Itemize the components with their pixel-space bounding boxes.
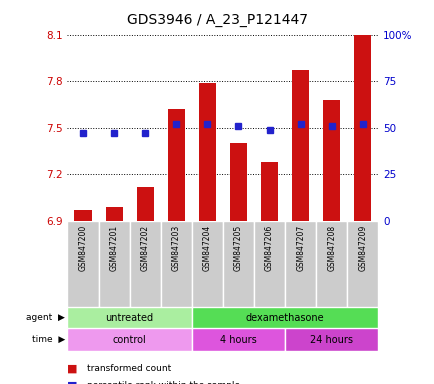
Bar <box>67 307 191 328</box>
Bar <box>98 221 129 307</box>
Text: dexamethasone: dexamethasone <box>245 313 324 323</box>
Bar <box>67 221 98 307</box>
Bar <box>322 100 339 221</box>
Bar <box>222 221 253 307</box>
Text: ■: ■ <box>67 381 78 384</box>
Bar <box>346 221 378 307</box>
Bar <box>191 221 223 307</box>
Text: percentile rank within the sample: percentile rank within the sample <box>87 381 240 384</box>
Bar <box>285 221 316 307</box>
Text: agent  ▶: agent ▶ <box>26 313 65 322</box>
Text: ■: ■ <box>67 364 78 374</box>
Bar <box>168 109 184 221</box>
Text: GSM847209: GSM847209 <box>358 225 367 271</box>
Bar <box>136 187 153 221</box>
Text: time  ▶: time ▶ <box>32 335 65 344</box>
Text: GSM847204: GSM847204 <box>202 225 211 271</box>
Bar <box>253 221 285 307</box>
Text: GSM847207: GSM847207 <box>296 225 305 271</box>
Bar <box>161 221 191 307</box>
Text: GSM847208: GSM847208 <box>326 225 335 271</box>
Bar <box>129 221 161 307</box>
Text: GSM847205: GSM847205 <box>233 225 243 271</box>
Bar <box>191 328 285 351</box>
Bar <box>105 207 122 221</box>
Text: transformed count: transformed count <box>87 364 171 373</box>
Bar <box>74 210 91 221</box>
Bar <box>191 307 378 328</box>
Bar <box>260 162 277 221</box>
Text: 4 hours: 4 hours <box>220 335 256 345</box>
Bar <box>285 328 378 351</box>
Text: GSM847200: GSM847200 <box>78 225 87 271</box>
Text: GSM847203: GSM847203 <box>171 225 181 271</box>
Bar <box>316 221 347 307</box>
Text: untreated: untreated <box>105 313 153 323</box>
Text: GSM847202: GSM847202 <box>140 225 149 271</box>
Text: control: control <box>112 335 146 345</box>
Text: 24 hours: 24 hours <box>309 335 352 345</box>
Bar <box>198 83 215 221</box>
Bar <box>230 143 247 221</box>
Text: GDS3946 / A_23_P121447: GDS3946 / A_23_P121447 <box>127 13 307 27</box>
Text: GSM847206: GSM847206 <box>264 225 273 271</box>
Text: GSM847201: GSM847201 <box>109 225 118 271</box>
Bar <box>67 328 191 351</box>
Bar <box>292 70 309 221</box>
Bar <box>354 35 371 221</box>
